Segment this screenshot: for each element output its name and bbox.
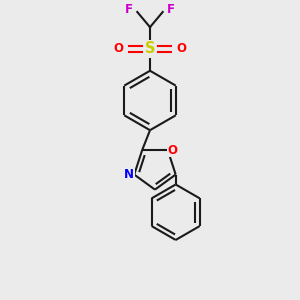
Text: S: S xyxy=(145,41,155,56)
Text: N: N xyxy=(124,168,134,181)
Text: O: O xyxy=(113,42,123,56)
Text: O: O xyxy=(168,144,178,157)
Text: F: F xyxy=(167,4,175,16)
Text: F: F xyxy=(125,4,133,16)
Text: O: O xyxy=(177,42,187,56)
